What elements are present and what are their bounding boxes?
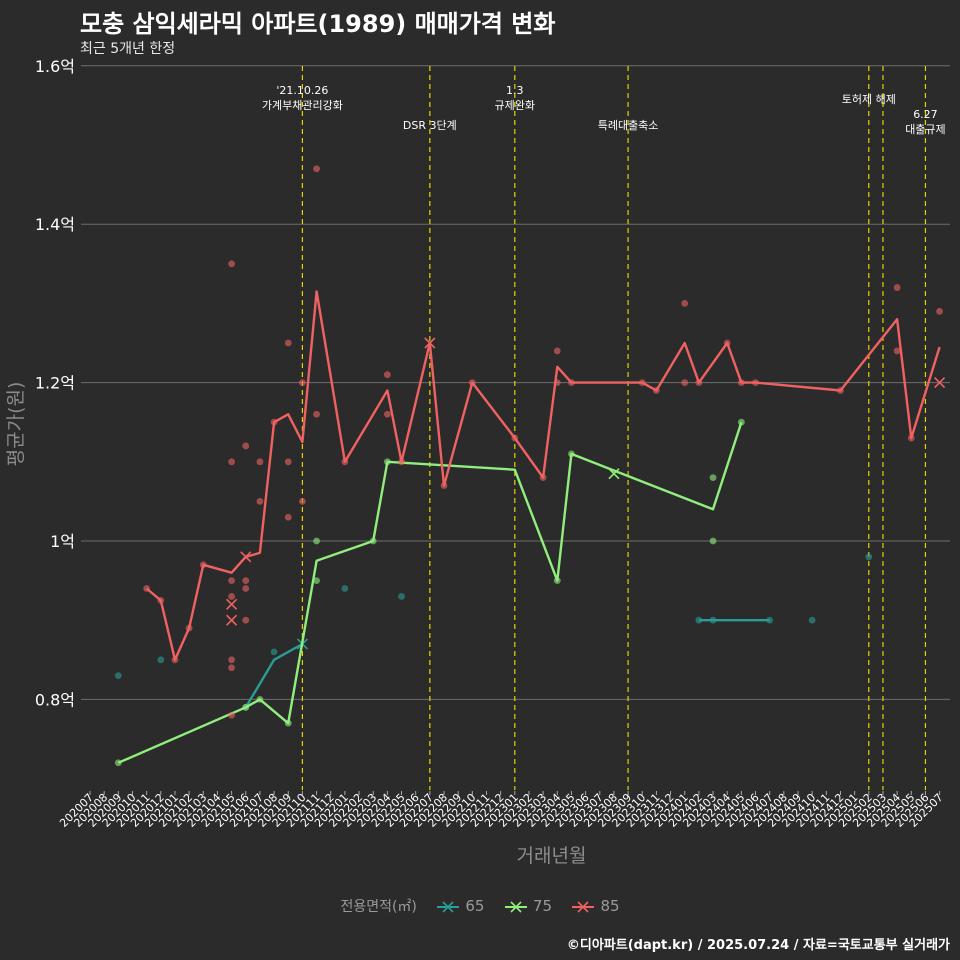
data-point	[299, 379, 306, 386]
data-point	[242, 616, 250, 624]
legend-title: 전용면적(㎡)	[340, 899, 417, 915]
data-point	[157, 656, 165, 664]
event-label: 규제완화	[495, 99, 535, 112]
data-point	[228, 664, 236, 672]
data-point	[228, 593, 236, 600]
data-point	[398, 593, 405, 600]
data-point	[553, 347, 561, 355]
series-line	[244, 642, 303, 708]
y-tick-label: 1.2억	[35, 374, 75, 393]
x-marker	[934, 377, 946, 389]
x-marker-stroke	[608, 468, 620, 480]
x-marker	[226, 598, 238, 610]
x-marker	[240, 551, 252, 563]
x-marker	[424, 337, 436, 349]
grid-lines: 0.8억 1억 1.2억 1.4억 1.6억	[35, 57, 950, 709]
data-point	[284, 339, 292, 347]
x-marker	[226, 614, 238, 626]
legend-item-75: 75	[503, 897, 552, 915]
event-label: '21.10.26	[276, 84, 328, 97]
legend-item-85: 85	[570, 897, 620, 915]
data-point	[228, 656, 236, 664]
x-marker-stroke	[240, 551, 252, 563]
data-point	[228, 577, 236, 584]
series-85	[143, 165, 946, 719]
data-point	[313, 537, 320, 545]
event-label: 토허제 해제	[842, 92, 896, 106]
data-point	[893, 347, 901, 355]
data-point	[114, 672, 122, 680]
data-point	[228, 711, 236, 719]
event-label: 가계부채관리강화	[262, 99, 343, 112]
y-tick-label: 0.8억	[35, 690, 75, 709]
series-line	[145, 290, 941, 661]
series-65	[114, 553, 873, 711]
x-marker-stroke	[424, 337, 436, 349]
legend-label-85: 85	[600, 897, 620, 915]
data-point	[284, 513, 292, 521]
data-point	[228, 458, 236, 466]
x-marker-stroke	[934, 377, 946, 389]
legend: 전용면적(㎡) 65 75 85	[0, 896, 960, 916]
data-point	[709, 474, 717, 482]
data-point	[242, 442, 250, 450]
series-line	[117, 421, 743, 764]
y-tick-label: 1.6억	[35, 57, 75, 76]
data-point	[270, 648, 278, 656]
data-point	[865, 553, 873, 561]
event-label: DSR 3단계	[403, 119, 457, 132]
data-point	[299, 498, 306, 505]
y-tick-label: 1.4억	[35, 215, 75, 234]
data-point	[681, 379, 689, 386]
data-point	[893, 284, 901, 291]
data-point	[256, 458, 264, 466]
chart-subtitle: 최근 5개년 한정	[80, 41, 176, 57]
legend-swatch-75	[504, 901, 527, 913]
event-label: 대출규제	[905, 123, 945, 136]
data-point	[313, 410, 320, 418]
data-point	[383, 371, 391, 379]
data-point	[284, 458, 292, 466]
data-point	[383, 410, 391, 418]
legend-label-75: 75	[532, 897, 552, 915]
data-point	[936, 307, 943, 315]
data-point	[313, 577, 320, 584]
data-point	[242, 577, 250, 584]
x-marker-stroke	[226, 598, 238, 610]
y-axis-title: 평균가(원)	[5, 382, 27, 467]
legend-swatch-65	[437, 901, 460, 913]
legend-item-65: 65	[435, 897, 484, 915]
source-caption: ©디아파트(dapt.kr) / 2025.07.24 / 자료=국토교통부 실…	[566, 938, 950, 953]
legend-swatch-85	[572, 901, 595, 913]
x-tick-labels: 2020072020082020092020102020112020122021…	[57, 791, 945, 830]
data-point	[709, 537, 717, 545]
data-point	[313, 165, 320, 173]
x-marker-stroke	[226, 614, 238, 626]
event-label: 1.3	[506, 84, 524, 97]
y-tick-label: 1억	[50, 532, 75, 551]
x-axis-title: 거래년월	[517, 845, 587, 867]
data-point	[242, 585, 250, 592]
series-75	[114, 418, 745, 767]
legend-label-65: 65	[465, 897, 485, 915]
event-label: 특례대출축소	[598, 119, 659, 132]
data-point	[228, 260, 236, 268]
x-marker	[608, 468, 620, 480]
data-point	[256, 498, 264, 505]
event-label: 6.27	[913, 108, 938, 121]
data-point	[808, 616, 816, 624]
data-point	[681, 300, 689, 307]
data-point	[695, 616, 703, 624]
data-point	[341, 585, 349, 592]
chart-title: 모충 삼익세라믹 아파트(1989) 매매가격 변화	[80, 10, 556, 38]
